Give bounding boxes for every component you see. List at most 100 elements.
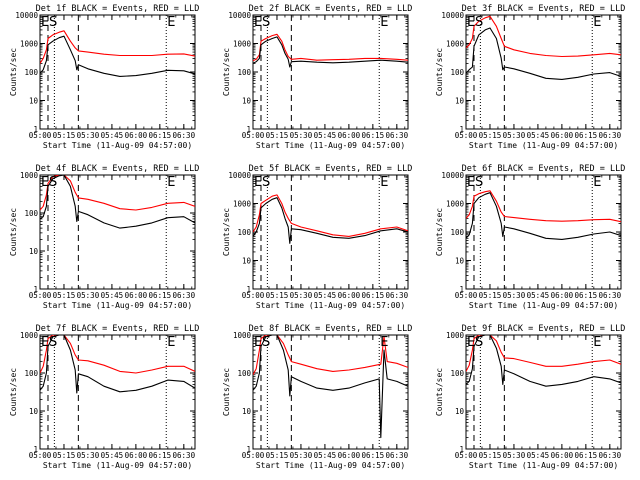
lld-series-line — [466, 15, 621, 58]
y-tick-label: 10000 — [15, 11, 38, 20]
y-axis-label: Counts/sec — [435, 208, 444, 256]
x-axis-label: Start Time (11-Aug-09 04:57:00) — [256, 301, 405, 310]
y-tick-label: 1000 — [446, 200, 465, 209]
marker-label: E — [254, 335, 262, 350]
y-tick-label: 100 — [450, 228, 464, 237]
x-tick-label: 05:45 — [527, 451, 550, 460]
x-axis-label: Start Time (11-Aug-09 04:57:00) — [469, 461, 618, 470]
y-axis-label: Counts/sec — [9, 368, 18, 416]
y-tick-label: 1000 — [20, 40, 39, 49]
y-axis-label: Counts/sec — [435, 368, 444, 416]
x-tick-label: 05:45 — [101, 131, 124, 140]
y-tick-label: 1000 — [20, 331, 39, 340]
x-tick-label: 06:00 — [551, 291, 574, 300]
x-tick-label: 05:15 — [266, 451, 289, 460]
x-axis-label: Start Time (11-Aug-09 04:57:00) — [43, 301, 192, 310]
marker-label: E — [41, 335, 49, 350]
y-tick-label: 1 — [246, 445, 251, 454]
y-axis-label: Counts/sec — [222, 368, 231, 416]
x-tick-label: 05:30 — [290, 291, 313, 300]
lld-series-line — [253, 33, 408, 62]
panel-5: Det 5f BLACK = Events, RED = LLD 1 10 100 10… — [222, 164, 412, 310]
plot-frame — [252, 334, 409, 450]
x-axis-label: Start Time (11-Aug-09 04:57:00) — [469, 141, 618, 150]
x-axis-label: Start Time (11-Aug-09 04:57:00) — [256, 141, 405, 150]
marker-label: S — [49, 15, 57, 30]
lld-series-line — [40, 30, 195, 64]
x-tick-label: 06:30 — [386, 291, 409, 300]
x-tick-label: 06:15 — [362, 291, 385, 300]
x-tick-label: 05:00 — [29, 131, 52, 140]
lld-series-line — [466, 190, 621, 223]
x-tick-label: 06:00 — [125, 451, 148, 460]
y-tick-label: 1 — [459, 125, 464, 134]
y-tick-label: 1 — [246, 285, 251, 294]
y-tick-label: 10 — [29, 407, 39, 416]
y-tick-label: 10 — [242, 257, 252, 266]
x-tick-label: 06:15 — [575, 291, 598, 300]
y-tick-label: 10000 — [228, 171, 251, 180]
y-axis-label: Counts/sec — [435, 48, 444, 96]
events-series-line — [253, 335, 408, 439]
panel-title: Det 9f BLACK = Events, RED = LLD — [462, 324, 626, 334]
x-tick-label: 05:45 — [101, 291, 124, 300]
x-tick-label: 06:15 — [149, 451, 172, 460]
marker-label: S — [475, 175, 483, 190]
y-tick-label: 1 — [246, 125, 251, 134]
y-tick-label: 100 — [24, 68, 38, 77]
y-tick-label: 10 — [455, 97, 465, 106]
x-tick-label: 05:30 — [77, 131, 100, 140]
x-tick-label: 06:15 — [575, 131, 598, 140]
x-tick-label: 05:00 — [29, 291, 52, 300]
marker-label: E — [467, 175, 475, 190]
marker-label: S — [475, 15, 483, 30]
y-tick-label: 1 — [459, 445, 464, 454]
events-series-line — [40, 335, 195, 394]
x-tick-label: 06:00 — [125, 291, 148, 300]
x-tick-label: 05:45 — [314, 291, 337, 300]
x-tick-label: 05:15 — [479, 451, 502, 460]
lld-series-line — [40, 175, 195, 211]
marker-label: E — [167, 335, 175, 350]
marker-label: S — [475, 335, 483, 350]
y-tick-label: 1 — [459, 285, 464, 294]
x-axis-label: Start Time (11-Aug-09 04:57:00) — [43, 141, 192, 150]
marker-label: E — [254, 175, 262, 190]
y-tick-label: 1 — [33, 125, 38, 134]
y-tick-label: 1000 — [233, 200, 252, 209]
x-tick-label: 05:45 — [527, 291, 550, 300]
panel-9: Det 9f BLACK = Events, RED = LLD 1 10 100 10… — [435, 324, 625, 470]
y-tick-label: 100 — [237, 369, 251, 378]
y-tick-label: 100 — [237, 68, 251, 77]
events-series-line — [253, 36, 408, 68]
marker-label: S — [262, 175, 270, 190]
marker-label: S — [49, 175, 57, 190]
x-tick-label: 05:00 — [242, 291, 265, 300]
y-tick-label: 100 — [237, 228, 251, 237]
panel-title: Det 8f BLACK = Events, RED = LLD — [249, 324, 413, 334]
y-tick-label: 10 — [455, 257, 465, 266]
y-tick-label: 1 — [33, 445, 38, 454]
marker-label: S — [49, 335, 57, 350]
marker-label: E — [380, 15, 388, 30]
x-tick-label: 05:30 — [290, 451, 313, 460]
x-tick-label: 05:45 — [314, 451, 337, 460]
x-tick-label: 05:30 — [77, 291, 100, 300]
y-tick-label: 1000 — [20, 171, 39, 180]
y-tick-label: 100 — [24, 369, 38, 378]
x-tick-label: 05:15 — [53, 131, 76, 140]
x-tick-label: 06:30 — [386, 451, 409, 460]
marker-label: E — [593, 335, 601, 350]
x-tick-label: 05:15 — [266, 131, 289, 140]
x-tick-label: 06:30 — [599, 131, 622, 140]
x-tick-label: 06:30 — [173, 451, 196, 460]
x-tick-label: 06:00 — [338, 451, 361, 460]
marker-label: E — [167, 175, 175, 190]
marker-label: E — [41, 175, 49, 190]
marker-label: E — [380, 175, 388, 190]
panel-title: Det 7f BLACK = Events, RED = LLD — [36, 324, 200, 334]
panel-title: Det 4f BLACK = Events, RED = LLD — [36, 164, 200, 174]
x-tick-label: 06:00 — [125, 131, 148, 140]
y-tick-label: 1000 — [446, 331, 465, 340]
